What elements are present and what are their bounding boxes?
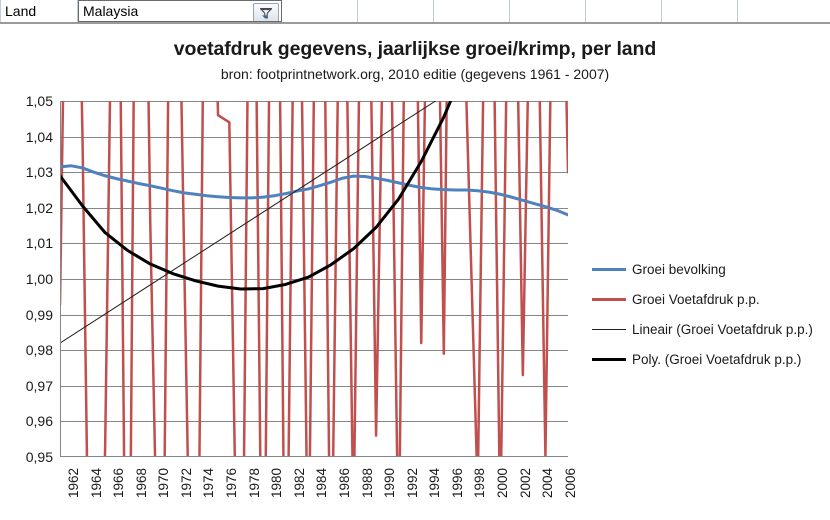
- legend-color-swatch: [592, 357, 626, 361]
- legend-color-swatch: [592, 328, 626, 330]
- x-axis-tick-label: 1970: [156, 468, 172, 499]
- x-axis-tick-label: 1968: [133, 468, 149, 499]
- series-layer: [60, 101, 568, 457]
- series-groei-bevolking: [60, 164, 568, 217]
- x-axis-tick-label: 2002: [517, 468, 533, 499]
- x-axis-tick-label: 1988: [359, 468, 375, 499]
- chart-container: voetafdruk gegevens, jaarlijkse groei/kr…: [0, 24, 830, 517]
- y-axis-tick-label: 0,99: [25, 306, 53, 323]
- plot-area: [60, 101, 568, 457]
- chart-legend: Groei bevolking Groei Voetafdruk p.p. Line…: [592, 256, 827, 376]
- x-axis-tick-label: 2000: [494, 468, 510, 499]
- chart-subtitle: bron: footprintnetwork.org, 2010 editie …: [220, 66, 610, 82]
- y-axis-tick-label: 1,00: [25, 271, 53, 287]
- x-axis-tick-label: 1966: [111, 468, 127, 499]
- x-axis-tick-label: 1976: [224, 468, 240, 499]
- filter-label-text: Land: [5, 3, 37, 19]
- x-axis-tick-label: 1998: [472, 468, 488, 499]
- y-axis-tick-label: 0,98: [25, 342, 53, 359]
- y-axis-tick-label: 0,95: [25, 449, 53, 465]
- blank-cell-5[interactable]: [586, 0, 662, 22]
- legend-item-groei-bevolking[interactable]: Groei bevolking: [592, 256, 827, 282]
- blank-cell-3[interactable]: [434, 0, 510, 22]
- filter-value-cell[interactable]: Malaysia: [78, 0, 282, 22]
- blank-cell-7[interactable]: [738, 0, 814, 22]
- legend-label: Poly. (Groei Voetafdruk p.p.): [632, 351, 802, 367]
- legend-item-poly-groei-voetafdruk-p-p[interactable]: Poly. (Groei Voetafdruk p.p.): [592, 346, 827, 372]
- x-axis-tick-label: 1994: [427, 468, 443, 499]
- legend-color-swatch: [592, 297, 626, 301]
- x-axis-tick-label: 2004: [540, 468, 556, 499]
- y-axis-tick-label: 1,02: [25, 199, 53, 216]
- x-axis-tick-label: 1978: [246, 468, 262, 499]
- series-poly-groei-voetafdruk-p-p: [60, 101, 453, 291]
- y-axis-labels: 1,05 1,04 1,03 1,02 1,01 1,00 0,99 0,98 0,97 0,96…: [0, 93, 53, 465]
- y-axis-tick-label: 1,03: [25, 164, 53, 181]
- blank-cell-6[interactable]: [662, 0, 738, 22]
- x-axis-tick-label: 1980: [269, 468, 285, 499]
- series-lineair-groei-voetafdruk-p-p: [60, 101, 437, 344]
- x-axis-tick-label: 1984: [314, 468, 330, 499]
- plot-svg: [60, 101, 568, 457]
- blank-cell-4[interactable]: [510, 0, 586, 22]
- legend-label: Groei bevolking: [632, 261, 726, 277]
- filter-label-cell[interactable]: Land: [0, 0, 78, 22]
- chart-title: voetafdruk gegevens, jaarlijkse groei/kr…: [173, 38, 657, 60]
- x-axis-tick-label: 1990: [382, 468, 398, 499]
- y-axis-tick-label: 1,04: [25, 128, 53, 145]
- blank-cell-2[interactable]: [358, 0, 434, 22]
- legend-item-lineair-groei-voetafdruk-p-p[interactable]: Lineair (Groei Voetafdruk p.p.): [592, 316, 827, 342]
- y-axis-tick-label: 1,05: [25, 93, 53, 109]
- legend-label: Groei Voetafdruk p.p.: [632, 291, 760, 307]
- x-axis-tick-label: 1996: [449, 468, 465, 499]
- y-axis-tick-label: 0,96: [25, 413, 53, 430]
- x-axis-tick-label: 1982: [291, 468, 307, 499]
- legend-item-groei-voetafdruk-p-p[interactable]: Groei Voetafdruk p.p.: [592, 286, 827, 312]
- x-axis-tick-label: 1986: [336, 468, 352, 499]
- x-axis-tick-label: 2006: [562, 468, 578, 499]
- filter-funnel-icon[interactable]: [253, 3, 279, 21]
- legend-label: Lineair (Groei Voetafdruk p.p.): [632, 321, 813, 337]
- filter-value-text: Malaysia: [83, 3, 139, 19]
- y-axis-tick-label: 1,01: [25, 235, 53, 252]
- y-axis-tick-label: 0,97: [25, 377, 53, 394]
- spreadsheet-filter-row: Land Malaysia: [0, 0, 830, 24]
- x-axis-tick-label: 1964: [88, 468, 104, 499]
- x-axis-labels: 1962 1964 1966 1968 1970 1972 1974 1976 1978 1980…: [60, 460, 578, 520]
- x-axis-tick-label: 1974: [201, 468, 217, 499]
- blank-cell-1[interactable]: [282, 0, 358, 22]
- legend-color-swatch: [592, 267, 626, 271]
- x-axis-tick-label: 1962: [66, 468, 81, 499]
- x-axis-tick-label: 1992: [404, 468, 420, 499]
- x-axis-tick-label: 1972: [178, 468, 194, 499]
